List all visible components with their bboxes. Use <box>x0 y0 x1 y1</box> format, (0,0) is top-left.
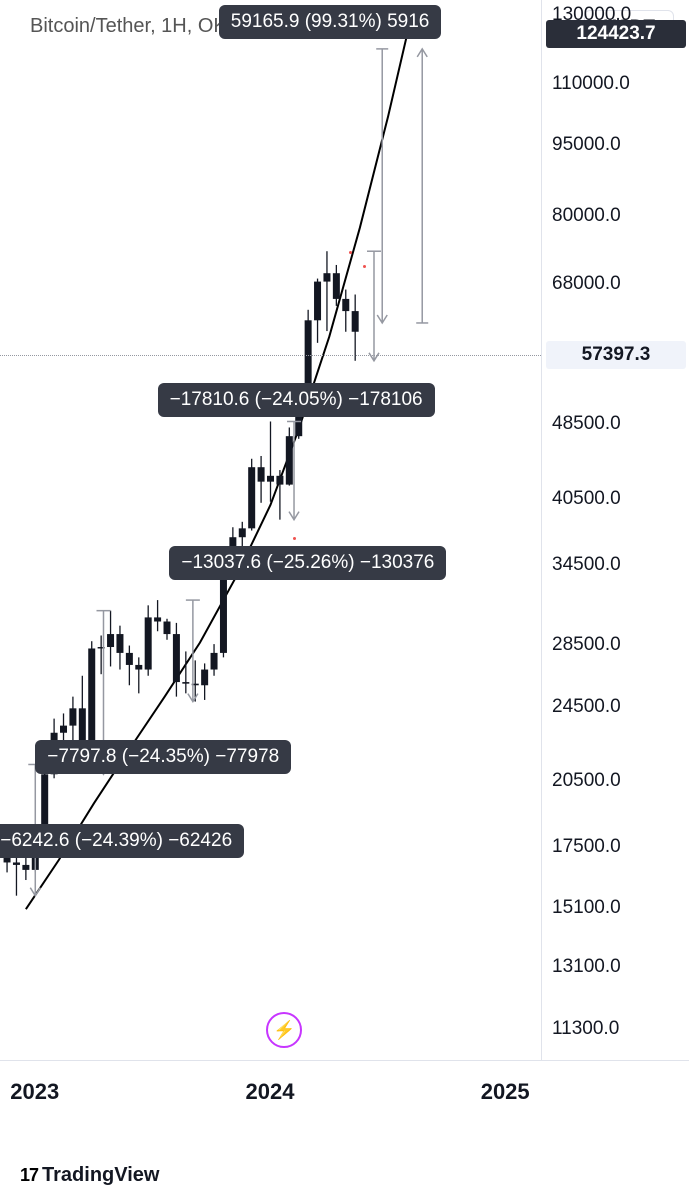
tradingview-logo-icon: 17 <box>20 1165 38 1186</box>
measurement-annotation[interactable]: −13037.6 (−25.26%) −130376 <box>169 546 446 580</box>
y-tick-label: 20500.0 <box>552 770 621 792</box>
signal-dot <box>349 251 352 254</box>
measurement-annotation[interactable]: −7797.8 (−24.35%) −77978 <box>35 740 291 774</box>
y-tick-label: 48500.0 <box>552 413 621 435</box>
y-tick-label: 28500.0 <box>552 634 621 656</box>
measurement-annotation[interactable]: −17810.6 (−24.05%) −178106 <box>158 383 435 417</box>
y-tick-label: 13100.0 <box>552 956 621 978</box>
signal-dot <box>293 537 296 540</box>
measurement-annotation[interactable]: 59165.9 (99.31%) 5916 <box>219 5 442 39</box>
footer: 17 TradingView <box>0 1150 689 1200</box>
target-price-tag: 124423.7 <box>546 20 686 48</box>
current-price-line <box>0 355 541 356</box>
y-tick-label: 15100.0 <box>552 897 621 919</box>
x-tick-label: 2025 <box>481 1079 530 1105</box>
x-tick-label: 2023 <box>10 1079 59 1105</box>
y-tick-label: 17500.0 <box>552 836 621 858</box>
measurement-annotation[interactable]: −6242.6 (−24.39%) −62426 <box>0 824 244 858</box>
y-tick-label: 24500.0 <box>552 696 621 718</box>
y-tick-label: 11300.0 <box>552 1018 619 1040</box>
x-axis[interactable]: 2023 2024 2025 <box>0 1060 689 1121</box>
y-tick-label: 34500.0 <box>552 554 621 576</box>
y-tick-label: 95000.0 <box>552 134 621 156</box>
chart-svg <box>0 0 541 1060</box>
y-tick-label: 68000.0 <box>552 273 621 295</box>
signal-dot <box>363 265 366 268</box>
chart-root: Bitcoin/Tether, 1H, OKX 57397.3… USDT 59… <box>0 0 689 1200</box>
y-tick-label: 110000.0 <box>552 73 630 95</box>
x-tick-label: 2024 <box>246 1079 295 1105</box>
tradingview-brand: TradingView <box>42 1164 159 1187</box>
chart-plot-area[interactable]: 59165.9 (99.31%) 5916 −17810.6 (−24.05%) … <box>0 0 541 1060</box>
y-tick-label: 80000.0 <box>552 205 621 227</box>
y-tick-label: 40500.0 <box>552 488 621 510</box>
lightning-icon[interactable]: ⚡ <box>266 1012 302 1048</box>
current-price-tag: 57397.3 <box>546 341 686 369</box>
y-axis[interactable]: 130000.0110000.095000.080000.068000.0573… <box>541 0 689 1060</box>
